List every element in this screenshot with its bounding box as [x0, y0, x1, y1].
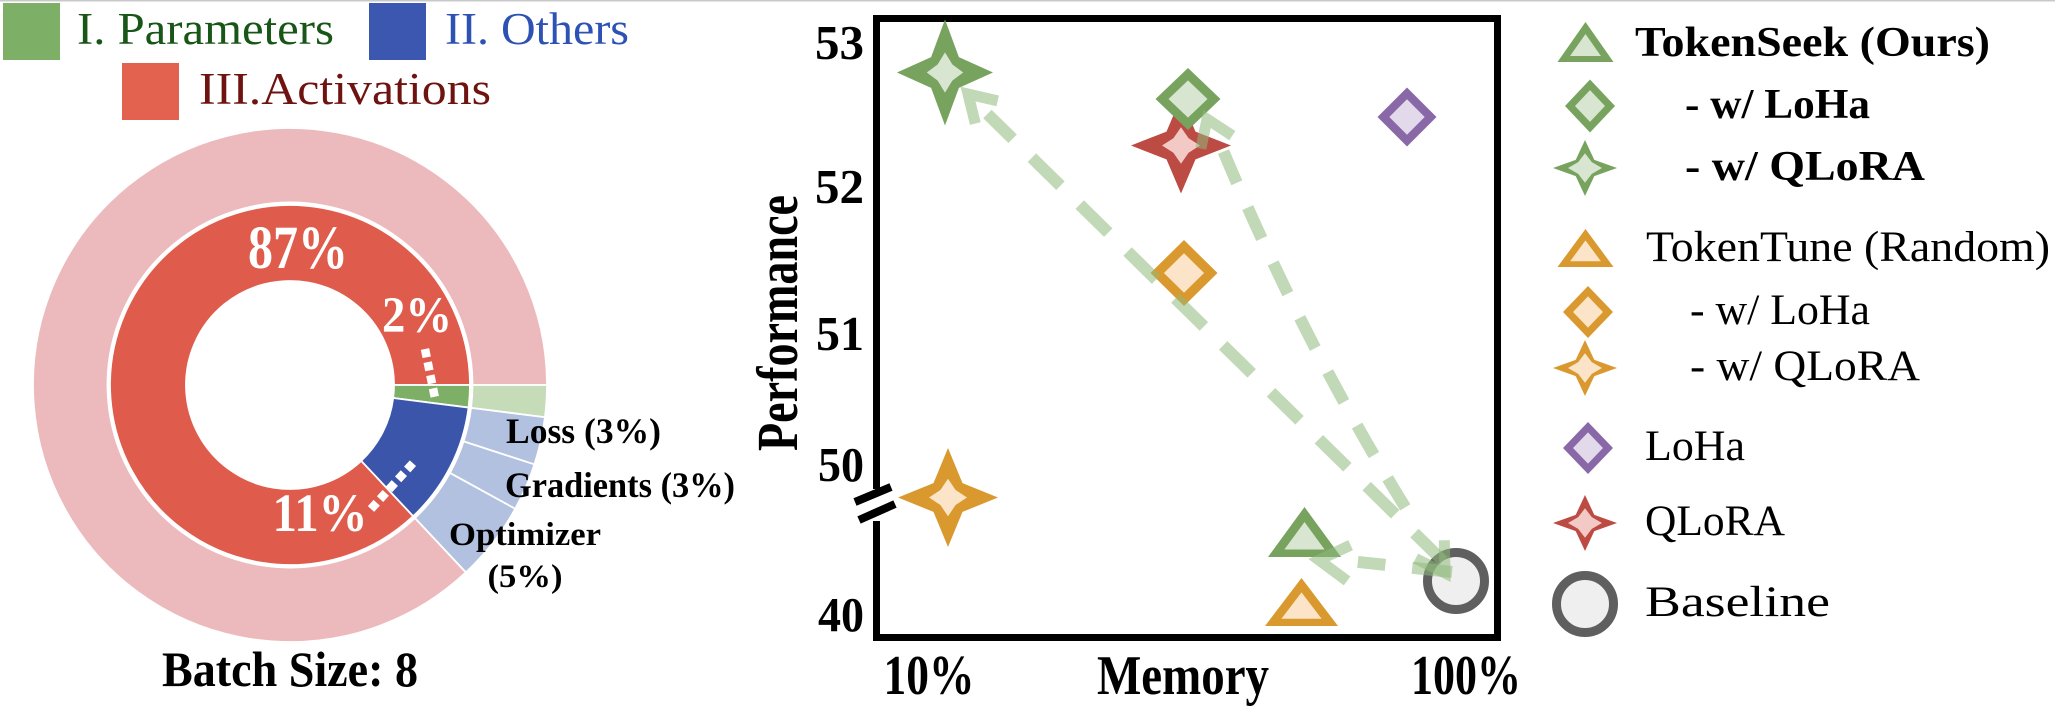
svg-text:Optimizer: Optimizer [449, 517, 601, 553]
svg-text:LoHa: LoHa [1645, 423, 1745, 470]
svg-text:50: 50 [818, 437, 864, 492]
svg-text:II. Others: II. Others [445, 4, 629, 54]
svg-text:I. Parameters: I. Parameters [77, 4, 334, 54]
svg-text:III.Activations: III.Activations [199, 64, 491, 114]
svg-text:Memory: Memory [1097, 645, 1269, 707]
svg-text:Batch Size: 8: Batch Size: 8 [162, 641, 418, 697]
svg-text:Gradients (3%): Gradients (3%) [505, 465, 735, 505]
svg-text:- w/ LoHa: - w/ LoHa [1685, 82, 1870, 128]
svg-text:TokenSeek (Ours): TokenSeek (Ours) [1635, 20, 1990, 66]
svg-text:40: 40 [818, 587, 864, 642]
svg-text:2%: 2% [382, 288, 452, 344]
svg-text:- w/ QLoRA: - w/ QLoRA [1685, 144, 1926, 190]
svg-text:53: 53 [815, 15, 864, 70]
svg-text:(5%): (5%) [488, 559, 563, 595]
svg-text:TokenTune (Random): TokenTune (Random) [1646, 224, 2050, 271]
svg-text:11%: 11% [273, 483, 368, 543]
svg-text:QLoRA: QLoRA [1645, 498, 1785, 545]
svg-text:10%: 10% [884, 645, 975, 707]
svg-text:100%: 100% [1411, 645, 1521, 707]
svg-text:51: 51 [816, 306, 864, 361]
svg-text:- w/ QLoRA: - w/ QLoRA [1690, 343, 1920, 390]
svg-text:52: 52 [815, 159, 864, 214]
svg-text:Loss (3%): Loss (3%) [506, 411, 661, 451]
svg-text:- w/ LoHa: - w/ LoHa [1690, 287, 1870, 334]
svg-text:Performance: Performance [745, 195, 810, 451]
svg-text:Baseline: Baseline [1645, 579, 1830, 626]
svg-text:87%: 87% [248, 215, 348, 282]
